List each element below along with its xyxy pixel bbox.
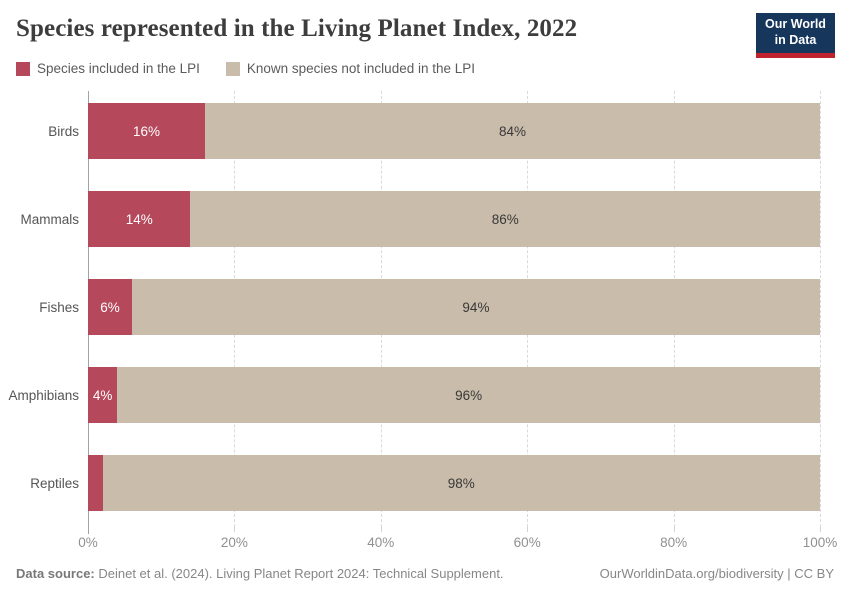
data-source-text: Deinet et al. (2024). Living Planet Repo… (94, 566, 504, 581)
bar-segment[interactable]: 84% (205, 103, 820, 159)
bar-value-label: 86% (491, 211, 519, 227)
x-tick-label: 100% (802, 535, 838, 550)
bar-segment[interactable]: 6% (88, 279, 132, 335)
header: Species represented in the Living Planet… (16, 0, 835, 58)
bar-row: 14% 86% (88, 191, 820, 247)
x-tick-mark (234, 527, 236, 532)
category-label: Amphibians (8, 387, 79, 403)
data-source-note: Data source: Deinet et al. (2024). Livin… (16, 566, 504, 581)
bar-segment[interactable]: 14% (88, 191, 191, 247)
footer: Data source: Deinet et al. (2024). Livin… (16, 566, 834, 581)
bar-row: 4% 96% (88, 367, 820, 423)
legend-item-included[interactable]: Species included in the LPI (16, 61, 200, 76)
bar-segment[interactable]: 94% (131, 279, 820, 335)
bar-rows: 16% 84% 14% 86% 6% 94% 4% 96% 98% (88, 91, 820, 511)
x-tick-mark (820, 527, 821, 532)
bar-segment[interactable]: 16% (88, 103, 206, 159)
chart-title: Species represented in the Living Planet… (16, 15, 578, 42)
bar-value-label: 6% (100, 299, 120, 315)
gridline (820, 91, 821, 527)
x-tick-label: 80% (660, 535, 688, 550)
legend-swatch-not-included-icon (225, 61, 240, 76)
bar-segment[interactable] (88, 455, 103, 511)
x-tick-mark (88, 527, 89, 534)
x-tick-mark (527, 527, 529, 532)
legend-label-included: Species included in the LPI (37, 61, 200, 76)
bar-row: 16% 84% (88, 103, 820, 159)
bar-segment[interactable]: 96% (117, 367, 820, 423)
chart-area: Birds Mammals Fishes Amphibians Reptiles 16%… (8, 91, 834, 527)
bar-segment[interactable]: 98% (102, 455, 820, 511)
legend-label-not-included: Known species not included in the LPI (246, 61, 476, 76)
y-axis-labels: Birds Mammals Fishes Amphibians Reptiles (8, 91, 88, 527)
owid-logo-line2: in Data (774, 33, 817, 47)
x-tick-mark (673, 527, 675, 532)
bar-value-label: 4% (92, 387, 113, 403)
x-tick-label: 40% (367, 535, 395, 550)
bar-row: 6% 94% (88, 279, 820, 335)
data-source-label: Data source: (16, 566, 95, 581)
legend-swatch-included-icon (16, 61, 30, 76)
bar-segment[interactable]: 86% (190, 191, 820, 247)
category-label: Reptiles (30, 475, 79, 491)
bar-value-label: 16% (133, 123, 161, 139)
legend-item-not-included[interactable]: Known species not included in the LPI (225, 61, 476, 76)
x-tick-label: 0% (78, 535, 98, 550)
bar-value-label: 84% (499, 123, 527, 139)
owid-url-license-link[interactable]: OurWorldinData.org/biodiversity | CC BY (599, 566, 834, 581)
bar-row: 98% (88, 455, 820, 511)
bar-segment[interactable]: 4% (88, 367, 118, 423)
plot-area: 16% 84% 14% 86% 6% 94% 4% 96% 98% (88, 91, 821, 527)
bar-value-label: 96% (455, 387, 483, 403)
category-label: Birds (48, 123, 79, 139)
legend: Species included in the LPI Known specie… (16, 61, 834, 76)
x-axis: 0% 20% 40% 60% 80% 100% (78, 527, 837, 553)
category-label: Fishes (39, 299, 79, 315)
category-label: Mammals (20, 211, 79, 227)
x-tick-label: 60% (513, 535, 541, 550)
bar-value-label: 94% (462, 299, 490, 315)
bar-value-label: 98% (447, 475, 475, 491)
owid-logo-line1: Our World (765, 17, 826, 32)
x-tick-mark (380, 527, 382, 532)
owid-logo[interactable]: Our World in Data (756, 13, 835, 58)
x-tick-label: 20% (220, 535, 248, 550)
bar-value-label: 14% (125, 211, 153, 227)
